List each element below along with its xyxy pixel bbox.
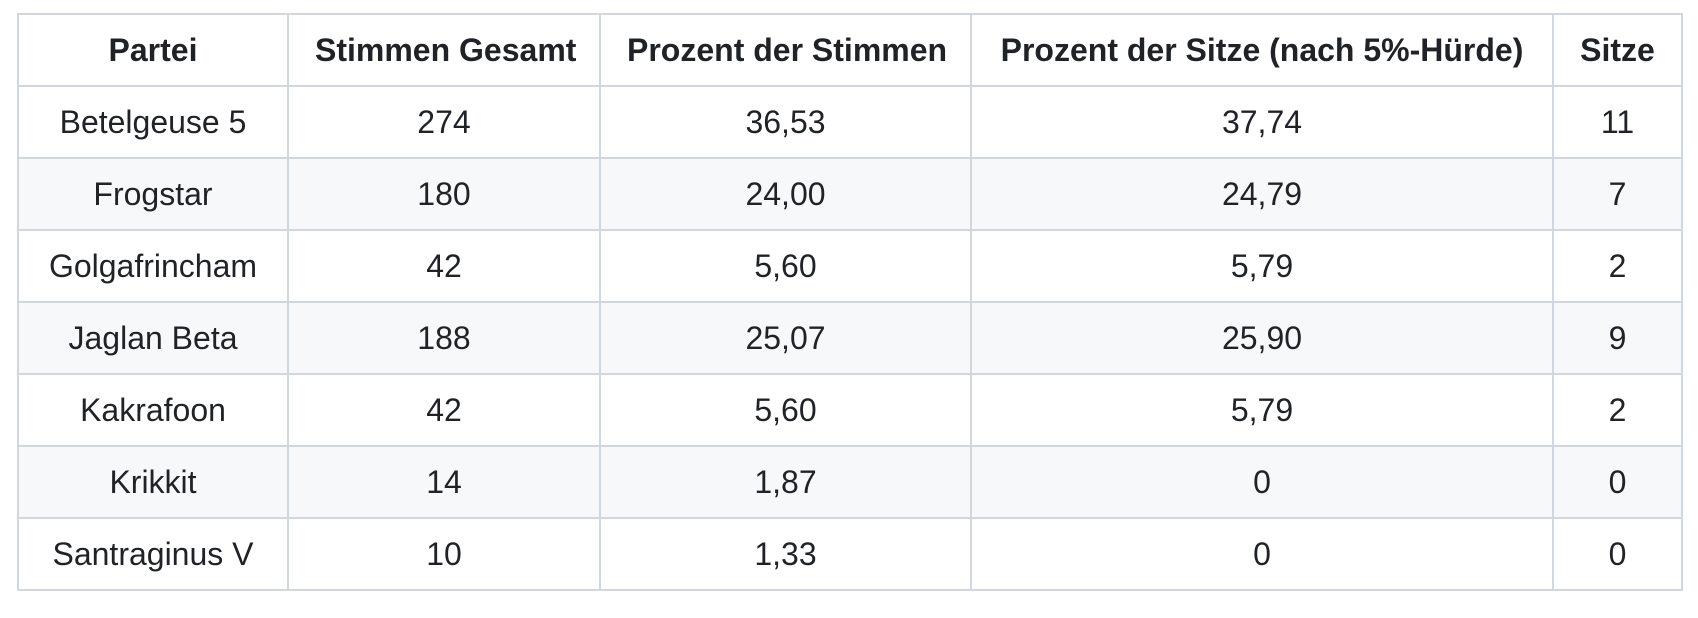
table-row: Kakrafoon 42 5,60 5,79 2 — [17, 373, 1683, 447]
table-row: Krikkit 14 1,87 0 0 — [17, 445, 1683, 519]
table-cell-prozent-der-stimmen: 5,60 — [599, 373, 972, 447]
column-header-partei: Partei — [17, 13, 289, 87]
table-cell-prozent-der-stimmen: 24,00 — [599, 157, 972, 231]
table-row: Frogstar 180 24,00 24,79 7 — [17, 157, 1683, 231]
table-cell-partei: Golgafrincham — [17, 229, 289, 303]
table-cell-partei: Krikkit — [17, 445, 289, 519]
column-header-prozent-der-stimmen: Prozent der Stimmen — [599, 13, 972, 87]
column-header-sitze: Sitze — [1552, 13, 1683, 87]
table-cell-prozent-der-sitze: 24,79 — [970, 157, 1554, 231]
table-cell-prozent-der-sitze: 5,79 — [970, 373, 1554, 447]
table-cell-prozent-der-stimmen: 36,53 — [599, 85, 972, 159]
table-cell-prozent-der-sitze: 25,90 — [970, 301, 1554, 375]
table-cell-prozent-der-sitze: 5,79 — [970, 229, 1554, 303]
table-cell-stimmen-gesamt: 10 — [287, 517, 601, 591]
table-cell-sitze: 0 — [1552, 445, 1683, 519]
table-cell-prozent-der-stimmen: 1,33 — [599, 517, 972, 591]
table-cell-prozent-der-sitze: 0 — [970, 517, 1554, 591]
table-row: Betelgeuse 5 274 36,53 37,74 11 — [17, 85, 1683, 159]
table-cell-prozent-der-sitze: 0 — [970, 445, 1554, 519]
table-row: Santraginus V 10 1,33 0 0 — [17, 517, 1683, 591]
table-cell-prozent-der-stimmen: 5,60 — [599, 229, 972, 303]
table-cell-sitze: 9 — [1552, 301, 1683, 375]
table-cell-stimmen-gesamt: 180 — [287, 157, 601, 231]
table-cell-sitze: 7 — [1552, 157, 1683, 231]
table-row: Golgafrincham 42 5,60 5,79 2 — [17, 229, 1683, 303]
table-cell-stimmen-gesamt: 42 — [287, 229, 601, 303]
table-cell-partei: Frogstar — [17, 157, 289, 231]
table-cell-sitze: 11 — [1552, 85, 1683, 159]
table-cell-partei: Kakrafoon — [17, 373, 289, 447]
table-cell-stimmen-gesamt: 42 — [287, 373, 601, 447]
table-cell-sitze: 2 — [1552, 229, 1683, 303]
table-cell-prozent-der-sitze: 37,74 — [970, 85, 1554, 159]
results-table: Partei Stimmen Gesamt Prozent der Stimme… — [17, 13, 1683, 591]
table-cell-partei: Jaglan Beta — [17, 301, 289, 375]
table-cell-stimmen-gesamt: 274 — [287, 85, 601, 159]
column-header-stimmen-gesamt: Stimmen Gesamt — [287, 13, 601, 87]
table-cell-stimmen-gesamt: 188 — [287, 301, 601, 375]
table-cell-partei: Santraginus V — [17, 517, 289, 591]
column-header-prozent-der-sitze: Prozent der Sitze (nach 5%-Hürde) — [970, 13, 1554, 87]
table-cell-prozent-der-stimmen: 1,87 — [599, 445, 972, 519]
table-row: Jaglan Beta 188 25,07 25,90 9 — [17, 301, 1683, 375]
table-cell-sitze: 0 — [1552, 517, 1683, 591]
table-cell-sitze: 2 — [1552, 373, 1683, 447]
table-cell-prozent-der-stimmen: 25,07 — [599, 301, 972, 375]
table-cell-partei: Betelgeuse 5 — [17, 85, 289, 159]
table-cell-stimmen-gesamt: 14 — [287, 445, 601, 519]
table-header-row: Partei Stimmen Gesamt Prozent der Stimme… — [17, 13, 1683, 87]
table-body: Betelgeuse 5 274 36,53 37,74 11 Frogstar 180 24… — [17, 85, 1683, 591]
